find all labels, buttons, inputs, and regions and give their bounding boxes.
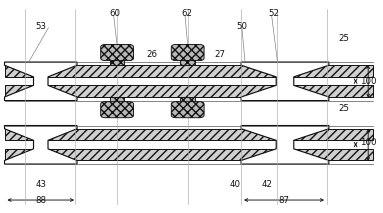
Bar (110, 57, 124, 65)
FancyBboxPatch shape (101, 45, 134, 60)
Polygon shape (241, 125, 329, 164)
Polygon shape (5, 125, 77, 164)
Text: 26: 26 (146, 49, 157, 59)
Polygon shape (241, 62, 329, 101)
Text: 100: 100 (360, 138, 376, 147)
Text: 52: 52 (268, 9, 279, 18)
Text: 88: 88 (35, 196, 46, 205)
Text: 53: 53 (35, 22, 46, 31)
Text: 27: 27 (214, 49, 225, 59)
Text: 60: 60 (110, 9, 121, 18)
Text: 42: 42 (262, 180, 273, 189)
Bar (180, 97, 195, 105)
FancyBboxPatch shape (171, 45, 204, 60)
Text: 40: 40 (229, 180, 240, 189)
Bar (5, 65, 373, 77)
Polygon shape (5, 62, 77, 101)
Text: 100: 100 (360, 77, 376, 86)
Text: 50: 50 (236, 22, 247, 31)
Text: 43: 43 (36, 180, 47, 189)
Text: 25: 25 (339, 34, 350, 43)
Bar (5, 85, 373, 97)
FancyBboxPatch shape (171, 102, 204, 118)
Bar (110, 97, 124, 105)
Text: 62: 62 (181, 9, 192, 18)
Bar (5, 149, 373, 160)
Text: 25: 25 (339, 104, 350, 113)
Bar (180, 57, 195, 65)
Bar (5, 129, 373, 140)
FancyBboxPatch shape (101, 102, 134, 118)
Text: 87: 87 (278, 196, 289, 205)
